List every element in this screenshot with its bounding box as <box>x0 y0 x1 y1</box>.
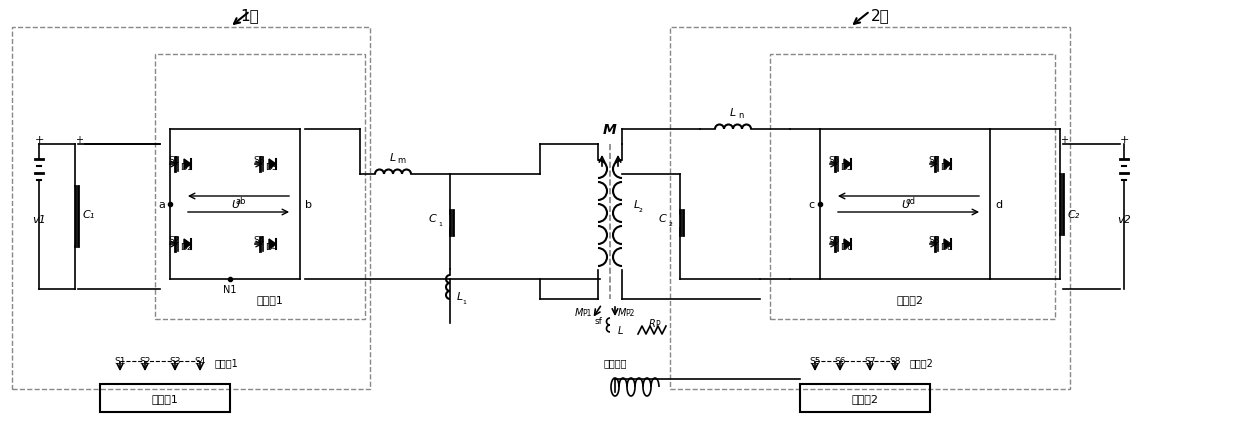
Text: 变换器1: 变换器1 <box>216 357 239 367</box>
Polygon shape <box>269 160 276 169</box>
Text: S7: S7 <box>865 356 876 365</box>
Text: D7: D7 <box>939 163 953 172</box>
Text: 变换器2: 变换器2 <box>897 294 923 304</box>
Text: 控制器1: 控制器1 <box>151 393 178 403</box>
Text: b: b <box>305 200 312 209</box>
Text: P2: P2 <box>624 308 634 317</box>
Bar <box>670 28 1070 389</box>
Text: 2侧: 2侧 <box>871 8 890 23</box>
Polygon shape <box>185 240 191 249</box>
Text: S4: S4 <box>253 236 264 244</box>
Text: m: m <box>396 156 405 165</box>
Bar <box>100 384 230 412</box>
Text: U: U <box>901 200 909 209</box>
Text: S5: S5 <box>828 156 840 165</box>
Text: d: d <box>995 200 1002 209</box>
Text: +: + <box>76 135 83 144</box>
Polygon shape <box>844 240 851 249</box>
Text: C₂: C₂ <box>1068 209 1080 219</box>
Text: S5: S5 <box>809 356 820 365</box>
Text: 变换器1: 变换器1 <box>256 294 284 304</box>
Polygon shape <box>185 160 191 169</box>
Text: P: P <box>655 319 660 328</box>
Text: S4: S4 <box>195 356 206 365</box>
Text: 变换器2: 变换器2 <box>909 357 934 367</box>
Text: D5: D5 <box>840 163 852 172</box>
Text: ₂: ₂ <box>639 203 643 214</box>
Text: S8: S8 <box>890 356 901 365</box>
Text: cd: cd <box>906 196 916 205</box>
Text: D3: D3 <box>265 163 278 172</box>
Text: N1: N1 <box>223 284 237 294</box>
Text: S3: S3 <box>253 156 264 165</box>
Text: U: U <box>230 200 239 209</box>
Text: D4: D4 <box>265 243 278 252</box>
Polygon shape <box>269 240 276 249</box>
Text: C: C <box>429 214 436 224</box>
Text: L: L <box>730 108 736 118</box>
Text: ₂: ₂ <box>668 218 672 227</box>
Text: L: L <box>457 291 463 301</box>
Text: v2: v2 <box>1118 215 1131 224</box>
Text: D1: D1 <box>180 163 192 172</box>
Text: L: L <box>618 325 623 335</box>
Text: S6: S6 <box>828 236 840 244</box>
Text: R: R <box>649 318 655 328</box>
Polygon shape <box>944 240 952 249</box>
Text: C₁: C₁ <box>83 209 95 219</box>
Text: S1: S1 <box>169 156 180 165</box>
Text: D2: D2 <box>180 243 192 252</box>
Text: S6: S6 <box>834 356 846 365</box>
Polygon shape <box>944 160 952 169</box>
Text: v1: v1 <box>32 215 46 224</box>
Text: M: M <box>603 123 617 137</box>
Text: c: c <box>809 200 815 209</box>
Text: +: + <box>1119 135 1129 144</box>
Text: S2: S2 <box>139 356 151 365</box>
Text: ₁: ₁ <box>439 218 442 227</box>
Text: L: L <box>634 200 641 209</box>
Bar <box>12 28 370 389</box>
Text: P1: P1 <box>582 308 591 317</box>
Text: S7: S7 <box>928 156 939 165</box>
Text: C: C <box>658 214 667 224</box>
Text: M: M <box>575 307 584 317</box>
Text: a: a <box>159 200 165 209</box>
Text: +: + <box>1061 135 1068 144</box>
Text: D6: D6 <box>840 243 852 252</box>
Text: L: L <box>390 153 396 163</box>
Bar <box>155 55 366 319</box>
Text: S3: S3 <box>170 356 181 365</box>
Text: M: M <box>618 307 627 317</box>
Text: sf: sf <box>593 316 602 325</box>
Text: +: + <box>35 135 43 144</box>
Text: n: n <box>738 111 743 120</box>
Text: 探测线圈: 探测线圈 <box>603 357 627 367</box>
Polygon shape <box>844 160 851 169</box>
Text: ₁: ₁ <box>462 295 466 305</box>
Text: D8: D8 <box>939 243 953 252</box>
Text: S1: S1 <box>114 356 125 365</box>
Text: S2: S2 <box>169 236 180 244</box>
Text: ab: ab <box>235 196 247 205</box>
Text: 控制器2: 控制器2 <box>851 393 878 403</box>
Bar <box>800 384 930 412</box>
Text: S8: S8 <box>928 236 939 244</box>
Text: 1侧: 1侧 <box>240 8 259 23</box>
Bar <box>769 55 1054 319</box>
